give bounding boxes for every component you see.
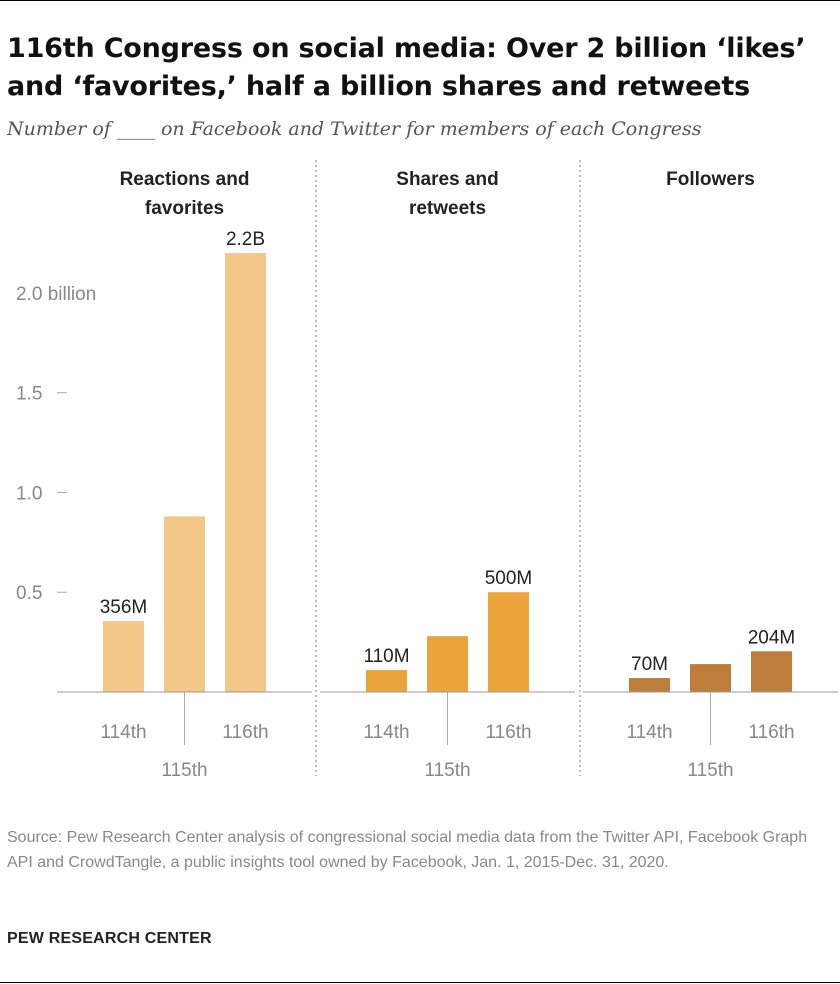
y-tick-label: 1.5 — [16, 384, 42, 405]
bar — [103, 620, 144, 692]
brand-label: PEW RESEARCH CENTER — [7, 930, 212, 947]
data-label: 110M — [363, 646, 409, 667]
x-tick-label: 115th — [424, 760, 470, 781]
bar — [427, 636, 468, 692]
x-tick-label: 114th — [363, 722, 409, 743]
x-tick-label: 114th — [626, 722, 672, 743]
panel-title: Followers — [666, 169, 755, 190]
x-tick-label: 116th — [222, 722, 268, 743]
source-note: Source: Pew Research Center analysis of … — [7, 829, 808, 871]
x-tick-label: 115th — [687, 760, 733, 781]
bar — [164, 516, 205, 692]
chart-title: 116th Congress on social media: Over 2 b… — [7, 33, 806, 102]
top-rule — [0, 0, 840, 1]
bar — [751, 651, 792, 692]
data-label: 356M — [100, 597, 148, 618]
panel-title: Shares and — [396, 169, 498, 190]
panel-title: favorites — [145, 198, 224, 219]
bar — [690, 664, 731, 692]
x-tick-label: 114th — [100, 722, 146, 743]
x-tick-label: 116th — [485, 722, 531, 743]
x-tick-label: 116th — [748, 722, 794, 743]
bottom-rule — [0, 982, 840, 983]
data-label: 500M — [485, 568, 533, 589]
data-label: 2.2B — [226, 229, 265, 250]
bar-chart: 0.5 1.0 1.5 2.0 billion Reactions and favorit… — [16, 160, 838, 781]
bar — [629, 678, 670, 692]
y-tick-label: 2.0 billion — [16, 284, 96, 305]
data-label: 70M — [631, 654, 668, 675]
y-tick-label: 0.5 — [16, 583, 42, 604]
chart-subtitle: Number of ____ on Facebook and Twitter f… — [7, 118, 702, 140]
y-tick-label: 1.0 — [16, 483, 42, 504]
bar — [225, 253, 266, 692]
panel-title: retweets — [409, 198, 486, 219]
bar — [366, 670, 407, 692]
panel-title: Reactions and — [120, 169, 250, 190]
data-label: 204M — [748, 627, 796, 648]
x-tick-label: 115th — [161, 760, 207, 781]
bar — [488, 592, 529, 692]
